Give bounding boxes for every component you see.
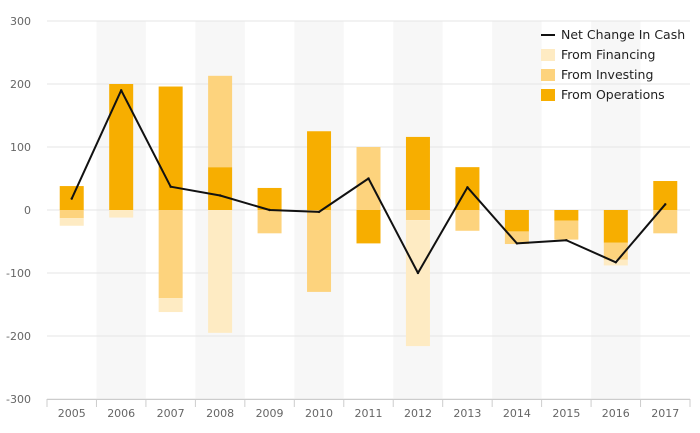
legend-label: From Investing — [561, 67, 653, 82]
bar-from-investing — [554, 220, 579, 240]
bar-from-investing — [208, 75, 233, 168]
bar-from-investing — [307, 210, 332, 292]
x-axis: 2005 2006 2007 2008 2009 2010 2011 2012 2013 2014… — [46, 399, 691, 420]
bar-from-investing — [257, 210, 282, 234]
bar-from-operations — [158, 86, 183, 210]
y-tick-label: -100 — [6, 267, 31, 280]
x-tick-label: 2015 — [552, 407, 580, 420]
bar-from-investing — [504, 231, 529, 245]
net-change-point — [169, 185, 172, 188]
bar-from-investing — [405, 210, 430, 221]
bar-from-financing — [208, 210, 233, 333]
y-tick-label: -300 — [6, 393, 31, 406]
x-tick-label: 2008 — [206, 407, 234, 420]
bar-from-operations — [504, 210, 529, 232]
net-change-point — [70, 197, 73, 200]
bars — [59, 75, 678, 347]
y-tick-label: 0 — [24, 204, 31, 217]
y-tick-label: 100 — [10, 141, 31, 154]
net-change-point — [317, 210, 321, 214]
net-change-point — [416, 271, 420, 275]
bar-from-financing — [405, 220, 430, 347]
y-tick-label: 200 — [10, 78, 31, 91]
bar-from-operations — [307, 131, 332, 210]
bar-from-investing — [653, 210, 678, 234]
x-tick-label: 2006 — [107, 407, 135, 420]
bar-from-financing — [59, 218, 84, 226]
x-tick-label: 2012 — [404, 407, 432, 420]
bar-from-operations — [405, 136, 430, 210]
y-tick-label: -200 — [6, 330, 31, 343]
bar-from-financing — [158, 298, 183, 313]
x-tick-label: 2014 — [503, 407, 531, 420]
net-change-point — [565, 239, 568, 242]
x-tick-label: 2005 — [58, 407, 86, 420]
net-change-point — [515, 242, 519, 245]
net-change-point — [664, 203, 667, 206]
net-change-point — [218, 194, 222, 197]
x-tick-label: 2013 — [453, 407, 481, 420]
net-change-point — [367, 177, 370, 180]
net-change-point — [466, 186, 469, 189]
x-tick-label: 2010 — [305, 407, 333, 420]
bar-from-operations — [257, 187, 282, 210]
bar-from-financing — [109, 210, 134, 218]
bar-from-operations — [554, 210, 579, 221]
y-axis: 300 200 100 0 -100 -200 -300 — [6, 15, 31, 406]
legend-swatch-from-investing — [541, 69, 555, 81]
net-change-point — [614, 261, 618, 264]
y-tick-label: 300 — [10, 15, 31, 28]
net-change-point — [268, 208, 271, 212]
net-change-line-group — [70, 89, 667, 275]
legend-label: Net Change In Cash — [561, 27, 685, 42]
bar-from-investing — [455, 210, 480, 231]
bar-from-operations — [208, 167, 233, 210]
legend: Net Change In Cash From Financing From Inv… — [541, 27, 685, 102]
bar-from-operations — [603, 210, 628, 243]
bar-from-investing — [59, 210, 84, 219]
bar-from-operations — [356, 210, 381, 244]
legend-swatch-from-operations — [541, 89, 555, 101]
bar-from-operations — [109, 84, 134, 210]
legend-label: From Operations — [561, 87, 665, 102]
x-tick-label: 2017 — [651, 407, 679, 420]
bar-from-investing — [158, 210, 183, 299]
legend-label: From Financing — [561, 47, 655, 62]
x-tick-label: 2016 — [602, 407, 630, 420]
x-tick-label: 2011 — [355, 407, 383, 420]
legend-swatch-from-financing — [541, 49, 555, 61]
net-change-point — [119, 89, 123, 92]
x-tick-label: 2009 — [256, 407, 284, 420]
x-tick-label: 2007 — [157, 407, 185, 420]
